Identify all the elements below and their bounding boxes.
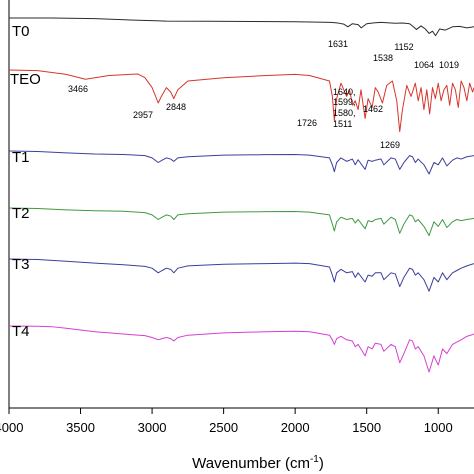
series-label-t2: T2 xyxy=(12,205,30,222)
spectra-traces xyxy=(8,17,474,373)
peak-label: 1538 xyxy=(373,53,393,63)
peak-label: 1631 xyxy=(328,39,348,49)
x-tick-label: 2000 xyxy=(281,420,310,435)
peak-label: 1726 xyxy=(297,118,317,128)
x-axis-ticks: 4000 3500 3000 2500 2000 1500 1000 xyxy=(0,408,453,435)
x-tick-label: 1500 xyxy=(352,420,381,435)
x-axis-title: Wavenumber (cm-1) xyxy=(192,454,324,472)
x-tick-label: 3000 xyxy=(138,420,167,435)
trace-t2 xyxy=(8,207,474,237)
series-label-t1: T1 xyxy=(12,149,30,166)
peak-label: 2848 xyxy=(166,102,186,112)
trace-t1 xyxy=(8,150,474,175)
peak-label: 1462 xyxy=(363,104,383,114)
peak-label: 1640, xyxy=(333,87,356,97)
peak-label: 1511 xyxy=(333,119,352,129)
series-label-teo: TEO xyxy=(10,71,41,88)
peak-label: 1580, xyxy=(333,108,356,118)
x-tick-label: 3500 xyxy=(66,420,95,435)
series-label-t0: T0 xyxy=(12,23,30,40)
peak-label: 1064 xyxy=(414,60,434,70)
peak-label: 1152 xyxy=(394,42,413,52)
x-tick-label: 4000 xyxy=(0,420,23,435)
trace-teo xyxy=(8,69,474,133)
peak-label: 1599, xyxy=(333,97,356,107)
trace-t3 xyxy=(8,258,474,292)
peak-label: 1019 xyxy=(439,60,459,70)
series-labels: T0 TEO T1 T2 T3 T4 xyxy=(10,23,41,340)
x-tick-label: 2500 xyxy=(209,420,238,435)
peak-label: 1269 xyxy=(380,140,400,150)
plot-axes xyxy=(8,0,474,409)
peak-label: 2957 xyxy=(133,110,153,120)
peak-label: 3466 xyxy=(68,84,88,94)
trace-t4 xyxy=(8,325,474,373)
trace-t0 xyxy=(9,17,474,37)
series-label-t4: T4 xyxy=(12,323,30,340)
series-label-t3: T3 xyxy=(12,256,30,273)
x-tick-label: 1000 xyxy=(424,420,453,435)
